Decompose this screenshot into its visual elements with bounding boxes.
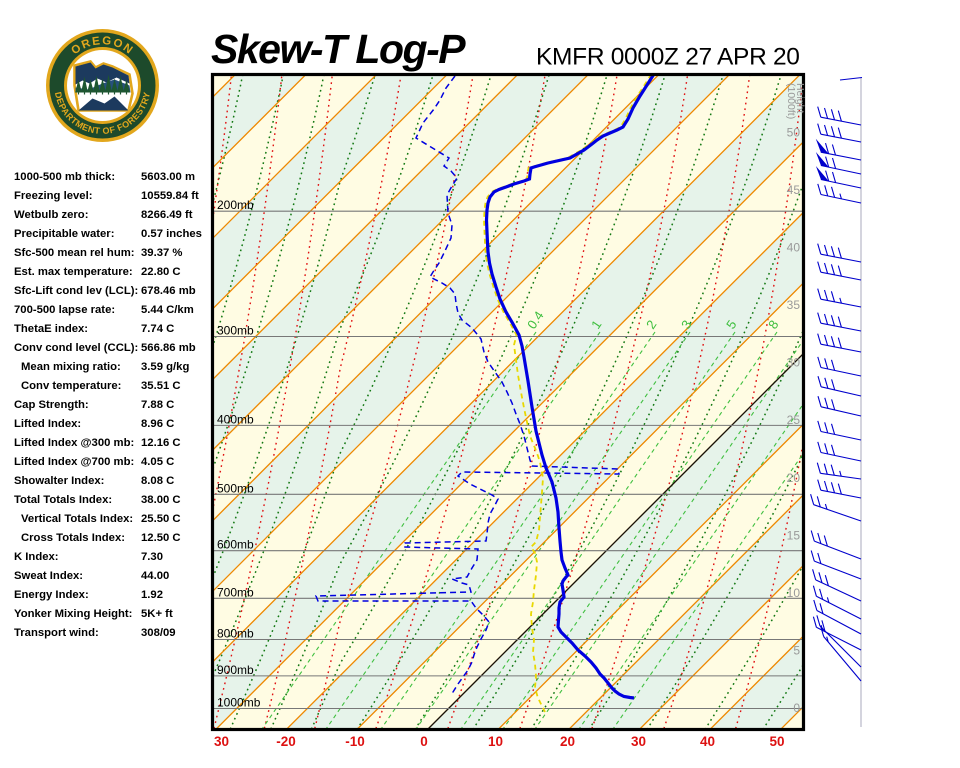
svg-text:Lifted Index:: Lifted Index: xyxy=(14,418,81,430)
svg-text:-20: -20 xyxy=(276,734,296,749)
svg-text:20: 20 xyxy=(787,471,801,485)
svg-text:3.59 g/kg: 3.59 g/kg xyxy=(141,361,189,373)
svg-text:800mb: 800mb xyxy=(217,627,254,641)
svg-text:566.86 mb: 566.86 mb xyxy=(141,342,196,354)
svg-text:38.00 C: 38.00 C xyxy=(141,494,181,506)
svg-text:25: 25 xyxy=(787,413,801,427)
svg-text:Conv temperature:: Conv temperature: xyxy=(21,380,121,392)
svg-text:35.51 C: 35.51 C xyxy=(141,380,181,392)
svg-text:Conv cond level (CCL):: Conv cond level (CCL): xyxy=(14,342,138,354)
svg-text:30: 30 xyxy=(631,734,646,749)
svg-text:4.05 C: 4.05 C xyxy=(141,456,174,468)
svg-text:Transport wind:: Transport wind: xyxy=(14,627,99,639)
svg-text:Showalter Index:: Showalter Index: xyxy=(14,475,104,487)
svg-text:40: 40 xyxy=(787,241,801,255)
svg-text:K Index:: K Index: xyxy=(14,551,59,563)
svg-text:Vertical Totals Index:: Vertical Totals Index: xyxy=(21,513,133,525)
svg-text:500mb: 500mb xyxy=(217,481,254,495)
svg-text:50: 50 xyxy=(787,126,801,140)
svg-text:50: 50 xyxy=(769,734,784,749)
svg-text:8.08 C: 8.08 C xyxy=(141,475,174,487)
svg-text:Mean mixing ratio:: Mean mixing ratio: xyxy=(21,361,121,373)
svg-text:Sfc-500 mean rel hum:: Sfc-500 mean rel hum: xyxy=(14,247,135,259)
svg-text:Wetbulb zero:: Wetbulb zero: xyxy=(14,209,88,221)
svg-text:900mb: 900mb xyxy=(217,663,254,677)
svg-text:7.30: 7.30 xyxy=(141,551,163,563)
svg-text:1000mb: 1000mb xyxy=(217,696,261,710)
svg-text:7.74 C: 7.74 C xyxy=(141,323,174,335)
svg-text:Energy Index:: Energy Index: xyxy=(14,589,89,601)
svg-text:Lifted Index @300 mb:: Lifted Index @300 mb: xyxy=(14,437,134,449)
svg-text:Skew-T Log-P: Skew-T Log-P xyxy=(211,26,466,72)
svg-text:400mb: 400mb xyxy=(217,412,254,426)
svg-text:10: 10 xyxy=(488,734,503,749)
svg-text:700mb: 700mb xyxy=(217,585,254,599)
svg-text:0: 0 xyxy=(793,701,800,715)
svg-text:Lifted Index @700 mb:: Lifted Index @700 mb: xyxy=(14,456,134,468)
svg-text:Total Totals Index:: Total Totals Index: xyxy=(14,494,112,506)
svg-text:12.50 C: 12.50 C xyxy=(141,532,181,544)
svg-text:8.96 C: 8.96 C xyxy=(141,418,174,430)
svg-text:45: 45 xyxy=(787,183,801,197)
svg-text:Precipitable water:: Precipitable water: xyxy=(14,228,114,240)
svg-text:0.57 inches: 0.57 inches xyxy=(141,228,202,240)
svg-text:1.92: 1.92 xyxy=(141,589,163,601)
svg-text:35: 35 xyxy=(787,298,801,312)
svg-text:Sweat Index:: Sweat Index: xyxy=(14,570,83,582)
svg-text:Freezing level:: Freezing level: xyxy=(14,190,92,202)
svg-text:308/09: 308/09 xyxy=(141,627,176,639)
svg-text:Sfc-Lift cond lev (LCL):: Sfc-Lift cond lev (LCL): xyxy=(14,285,138,297)
svg-text:5K+ ft: 5K+ ft xyxy=(141,608,173,620)
svg-text:Est. max temperature:: Est. max temperature: xyxy=(14,266,133,278)
svg-text:40: 40 xyxy=(700,734,715,749)
svg-text:30: 30 xyxy=(214,734,229,749)
svg-text:5.44 C/km: 5.44 C/km xyxy=(141,304,194,316)
svg-text:(1000ft): (1000ft) xyxy=(785,83,797,119)
svg-text:300mb: 300mb xyxy=(217,324,254,338)
svg-text:0: 0 xyxy=(420,734,428,749)
svg-text:678.46 mb: 678.46 mb xyxy=(141,285,196,297)
svg-text:5603.00 m: 5603.00 m xyxy=(141,171,195,183)
svg-text:44.00: 44.00 xyxy=(141,570,169,582)
svg-text:20: 20 xyxy=(560,734,575,749)
svg-text:Cap Strength:: Cap Strength: xyxy=(14,399,89,411)
svg-text:10559.84 ft: 10559.84 ft xyxy=(141,190,199,202)
svg-text:1000-500 mb thick:: 1000-500 mb thick: xyxy=(14,171,115,183)
svg-text:-10: -10 xyxy=(345,734,365,749)
svg-text:KMFR 0000Z 27 APR 20: KMFR 0000Z 27 APR 20 xyxy=(536,44,800,71)
svg-text:700-500 lapse rate:: 700-500 lapse rate: xyxy=(14,304,115,316)
svg-text:200mb: 200mb xyxy=(217,198,254,212)
svg-text:Height: Height xyxy=(794,83,806,113)
svg-text:5: 5 xyxy=(793,644,800,658)
svg-text:12.16 C: 12.16 C xyxy=(141,437,181,449)
svg-text:ThetaE index:: ThetaE index: xyxy=(14,323,88,335)
svg-text:22.80 C: 22.80 C xyxy=(141,266,181,278)
svg-text:39.37 %: 39.37 % xyxy=(141,247,182,259)
svg-text:Yonker Mixing Height:: Yonker Mixing Height: xyxy=(14,608,132,620)
svg-text:7.88 C: 7.88 C xyxy=(141,399,174,411)
svg-text:15: 15 xyxy=(787,528,801,542)
svg-text:10: 10 xyxy=(787,586,801,600)
svg-text:Cross Totals Index:: Cross Totals Index: xyxy=(21,532,125,544)
svg-text:30: 30 xyxy=(787,356,801,370)
svg-text:25.50 C: 25.50 C xyxy=(141,513,181,525)
svg-text:600mb: 600mb xyxy=(217,538,254,552)
svg-text:8266.49 ft: 8266.49 ft xyxy=(141,209,193,221)
